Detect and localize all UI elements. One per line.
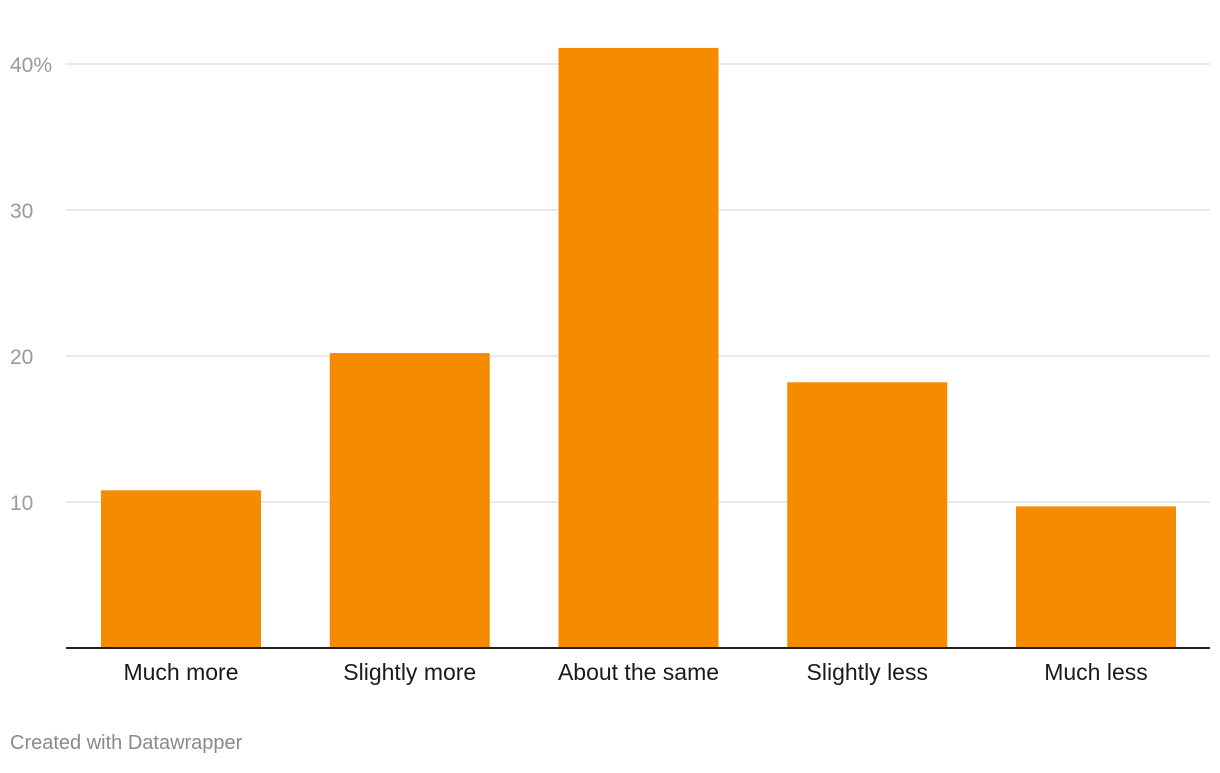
x-axis-category-labels: Much more Slightly more About the same Slig… — [123, 659, 1147, 685]
y-tick-label: 10 — [10, 492, 33, 515]
bar-slightly-more — [329, 353, 490, 648]
x-tick-label: Much more — [123, 659, 238, 685]
x-tick-label: Much less — [1044, 659, 1148, 685]
y-tick-label: 30 — [10, 200, 33, 223]
bar-much-more — [101, 490, 261, 648]
datawrapper-credit: Created with Datawrapper — [10, 732, 243, 754]
y-axis-tick-labels: 10 20 30 40% — [10, 54, 52, 515]
y-tick-label: 40% — [10, 54, 52, 77]
x-tick-label: Slightly less — [807, 659, 928, 685]
bars — [101, 47, 1176, 648]
y-tick-label: 20 — [10, 346, 33, 369]
bar-slightly-less — [787, 382, 948, 648]
bar-much-less — [1016, 506, 1176, 648]
bar-about-the-same — [558, 47, 719, 648]
x-tick-label: About the same — [558, 659, 719, 685]
x-tick-label: Slightly more — [343, 659, 476, 685]
